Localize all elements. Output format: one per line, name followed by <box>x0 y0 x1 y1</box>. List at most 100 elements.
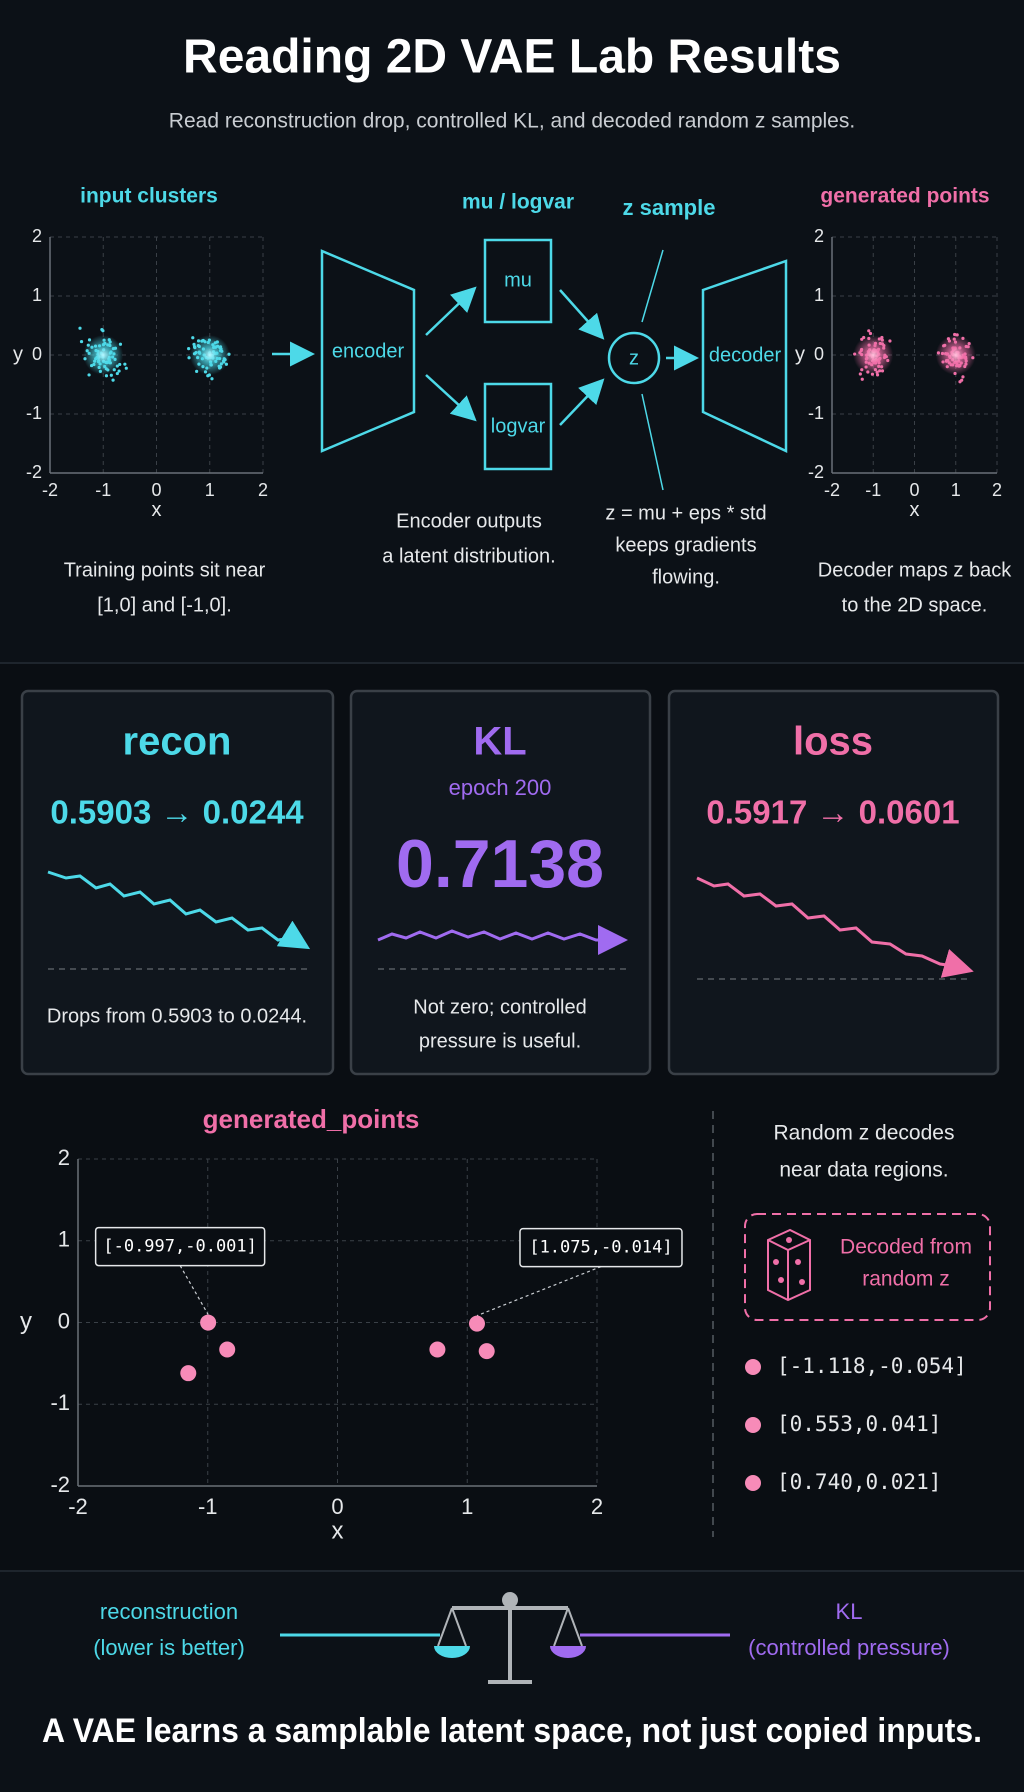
callout-line <box>641 393 664 491</box>
sample-label: [-1.118,-0.054] <box>777 1354 967 1378</box>
point <box>468 1315 485 1332</box>
legend-text: Random z decodes <box>774 1122 955 1145</box>
y-tick-label: 1 <box>814 285 824 305</box>
y-tick-label: 2 <box>814 226 824 246</box>
top-panel <box>0 0 1024 663</box>
cluster-dot <box>124 366 128 370</box>
point <box>180 1365 197 1382</box>
badge-text: random z <box>862 1268 950 1291</box>
caption: Drops from 0.5903 to 0.0244. <box>47 1005 307 1027</box>
z-title: z sample <box>623 195 716 220</box>
caption: a latent distribution. <box>382 545 555 567</box>
y-tick-label: -1 <box>26 403 42 423</box>
card <box>349 689 652 1076</box>
y-tick-label: 0 <box>32 344 42 364</box>
z-label: z <box>629 347 639 369</box>
cluster-dot <box>100 327 104 332</box>
badge-text: Decoded from <box>840 1236 972 1259</box>
y-tick-label: 0 <box>58 1308 70 1333</box>
y-tick-label: -1 <box>50 1390 70 1415</box>
y-tick-label: 0 <box>814 344 824 364</box>
arrow <box>425 286 477 336</box>
decoder-shape <box>701 259 788 453</box>
y-tick-label: -1 <box>808 403 824 423</box>
cluster-dot <box>888 339 892 343</box>
legend-text: near data regions. <box>779 1159 948 1182</box>
z-node <box>607 331 661 385</box>
leader-line <box>476 1266 602 1317</box>
point <box>200 1314 217 1331</box>
x-tick-label: 0 <box>331 1494 343 1519</box>
point <box>429 1341 446 1358</box>
plot-title: input clusters <box>80 185 218 208</box>
arrow <box>425 374 477 422</box>
sparklines <box>47 870 974 980</box>
cluster-dot <box>210 377 214 381</box>
x-tick-label: 0 <box>151 480 161 500</box>
x-tick-label: -2 <box>824 480 840 500</box>
point <box>219 1341 236 1358</box>
x-tick-label: 1 <box>951 480 961 500</box>
cluster <box>853 335 894 375</box>
annotation-box <box>94 1226 266 1267</box>
y-tick-label: -2 <box>808 462 824 482</box>
x-tick-label: 2 <box>258 480 268 500</box>
caption: Training points sit near <box>64 559 266 581</box>
footer-right: (controlled pressure) <box>748 1635 950 1660</box>
cluster-dot <box>961 375 965 379</box>
y-tick-label: 2 <box>32 226 42 246</box>
x-tick-label: 1 <box>461 1494 473 1519</box>
cluster-dot <box>858 372 862 376</box>
x-tick-label: 0 <box>909 480 919 500</box>
sample-dot <box>745 1359 761 1375</box>
sample-dot <box>745 1475 761 1491</box>
metric-value: 0.5917 → 0.0601 <box>706 794 959 831</box>
plot-title: generated points <box>820 185 989 208</box>
caption: pressure is useful. <box>419 1030 581 1052</box>
latent-title: mu / logvar <box>462 191 574 214</box>
cluster-dot <box>115 371 119 376</box>
x-tick-label: -1 <box>198 1494 218 1519</box>
y-tick-label: -2 <box>50 1472 70 1497</box>
caption: [1,0] and [-1,0]. <box>97 594 232 616</box>
x-tick-label: -1 <box>865 480 881 500</box>
caption: Encoder outputs <box>396 510 542 532</box>
metric-title: recon <box>123 720 232 764</box>
caption: flowing. <box>652 566 720 588</box>
badge-box <box>744 1213 991 1321</box>
recon-trend <box>47 870 311 950</box>
metric-value: 0.7138 <box>396 826 604 902</box>
card <box>667 689 1000 1076</box>
cluster-dot <box>109 373 113 377</box>
sample-label: [0.740,0.021] <box>777 1470 941 1494</box>
caption: to the 2D space. <box>842 594 988 616</box>
y-tick-label: 1 <box>58 1227 70 1252</box>
logvar-box <box>483 382 553 471</box>
y-tick-label: -2 <box>26 462 42 482</box>
y-tick-label: 2 <box>58 1145 70 1170</box>
cluster-dot <box>868 331 873 336</box>
decoder-label: decoder <box>709 344 782 366</box>
caption: Not zero; controlled <box>413 996 586 1018</box>
x-axis-label: x <box>910 499 920 521</box>
cluster-dot <box>117 369 121 373</box>
cluster-dot <box>87 373 91 377</box>
cluster-dot <box>187 347 191 351</box>
footer-left: reconstruction <box>100 1599 238 1624</box>
encoder-label: encoder <box>332 340 405 362</box>
caption: z = mu + eps * std <box>605 502 766 524</box>
cluster <box>935 335 976 375</box>
metric-title: KL <box>473 720 526 764</box>
title: Reading 2D VAE Lab Results <box>183 31 841 84</box>
tagline: A VAE learns a samplable latent space, n… <box>42 1712 982 1750</box>
cluster-dot <box>79 339 84 344</box>
cluster-dot <box>860 377 864 381</box>
sample-dot <box>745 1417 761 1433</box>
y-axis-label: y <box>13 343 23 365</box>
arrow <box>559 289 605 340</box>
x-tick-label: -2 <box>42 480 58 500</box>
footer-left: (lower is better) <box>93 1635 245 1660</box>
mu-label: mu <box>504 269 532 291</box>
annotation-label: [1.075,-0.014] <box>529 1238 672 1258</box>
